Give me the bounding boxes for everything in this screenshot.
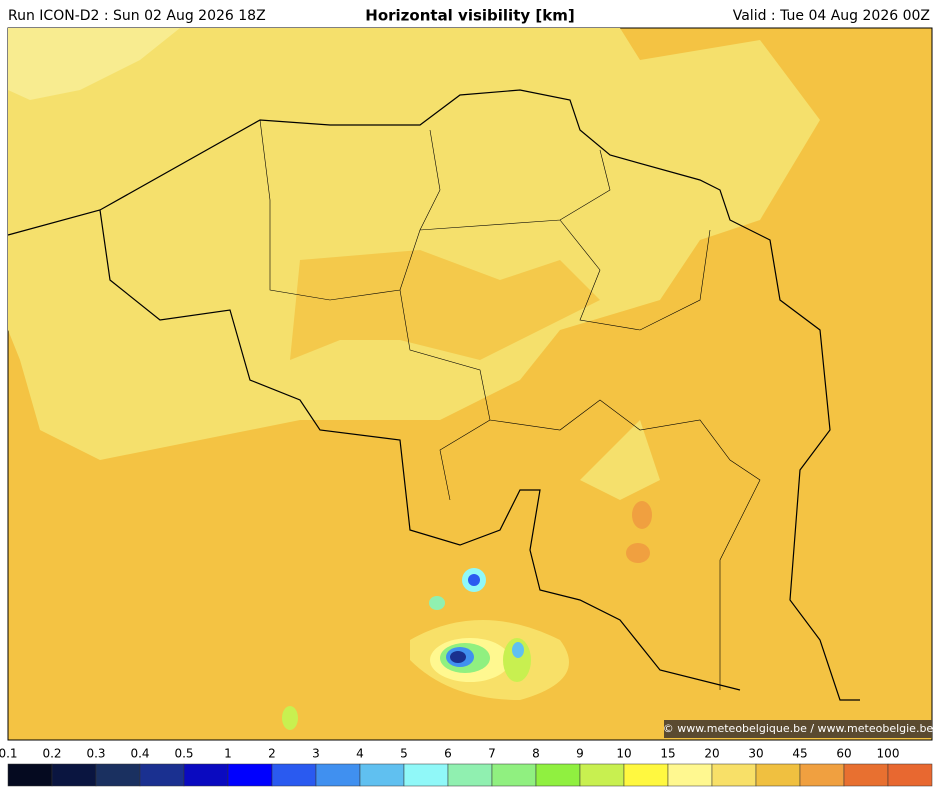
colorbar-swatch bbox=[755, 763, 801, 787]
colorbar-swatch bbox=[887, 763, 933, 787]
valid-label: Valid : Tue 04 Aug 2026 00Z bbox=[733, 8, 930, 24]
colorbar-label: 60 bbox=[836, 747, 851, 761]
colorbar-label: 2 bbox=[268, 747, 276, 761]
colorbar-swatch bbox=[711, 763, 757, 787]
colorbar-swatch bbox=[447, 763, 493, 787]
colorbar-swatch bbox=[843, 763, 889, 787]
colorbar: 0.1 0.2 0.3 0.4 0.5 1 2 3 4 5 6 7 8 9 10 15 20 30 45 60 100 bbox=[0, 747, 933, 787]
colorbar-swatch bbox=[623, 763, 669, 787]
credit: © www.meteobelgique.be / www.meteobelgie… bbox=[663, 722, 934, 735]
colorbar-swatch bbox=[667, 763, 713, 787]
colorbar-swatch bbox=[535, 763, 581, 787]
colorbar-swatch bbox=[359, 763, 405, 787]
colorbar-swatch bbox=[491, 763, 537, 787]
run-label: Run ICON-D2 : Sun 02 Aug 2026 18Z bbox=[8, 8, 266, 24]
colorbar-label: 7 bbox=[488, 747, 496, 761]
colorbar-label: 3 bbox=[312, 747, 320, 761]
colorbar-label: 5 bbox=[400, 747, 408, 761]
colorbar-swatch bbox=[95, 763, 141, 787]
colorbar-label: 4 bbox=[356, 747, 364, 761]
colorbar-label: 0.5 bbox=[174, 747, 193, 761]
colorbar-label: 9 bbox=[576, 747, 584, 761]
colorbar-label: 20 bbox=[704, 747, 719, 761]
colorbar-swatch bbox=[183, 763, 229, 787]
colorbar-swatch bbox=[139, 763, 185, 787]
colorbar-label: 45 bbox=[792, 747, 807, 761]
colorbar-label: 0.3 bbox=[86, 747, 105, 761]
map-title: Horizontal visibility [km] bbox=[365, 7, 574, 25]
colorbar-label: 0.1 bbox=[0, 747, 18, 761]
colorbar-swatch bbox=[315, 763, 361, 787]
colorbar-label: 6 bbox=[444, 747, 452, 761]
colorbar-label: 15 bbox=[660, 747, 675, 761]
map: © www.meteobelgique.be / www.meteobelgie… bbox=[7, 27, 934, 741]
colorbar-label: 10 bbox=[616, 747, 631, 761]
colorbar-label: 1 bbox=[224, 747, 232, 761]
colorbar-label: 0.2 bbox=[42, 747, 61, 761]
colorbar-swatch bbox=[579, 763, 625, 787]
colorbar-swatch bbox=[403, 763, 449, 787]
colorbar-label: 100 bbox=[877, 747, 900, 761]
colorbar-swatch bbox=[7, 763, 53, 787]
colorbar-label: 8 bbox=[532, 747, 540, 761]
colorbar-swatch bbox=[227, 763, 273, 787]
colorbar-swatch bbox=[799, 763, 845, 787]
colorbar-swatch bbox=[51, 763, 97, 787]
colorbar-swatch bbox=[271, 763, 317, 787]
colorbar-label: 0.4 bbox=[130, 747, 149, 761]
colorbar-label: 30 bbox=[748, 747, 763, 761]
